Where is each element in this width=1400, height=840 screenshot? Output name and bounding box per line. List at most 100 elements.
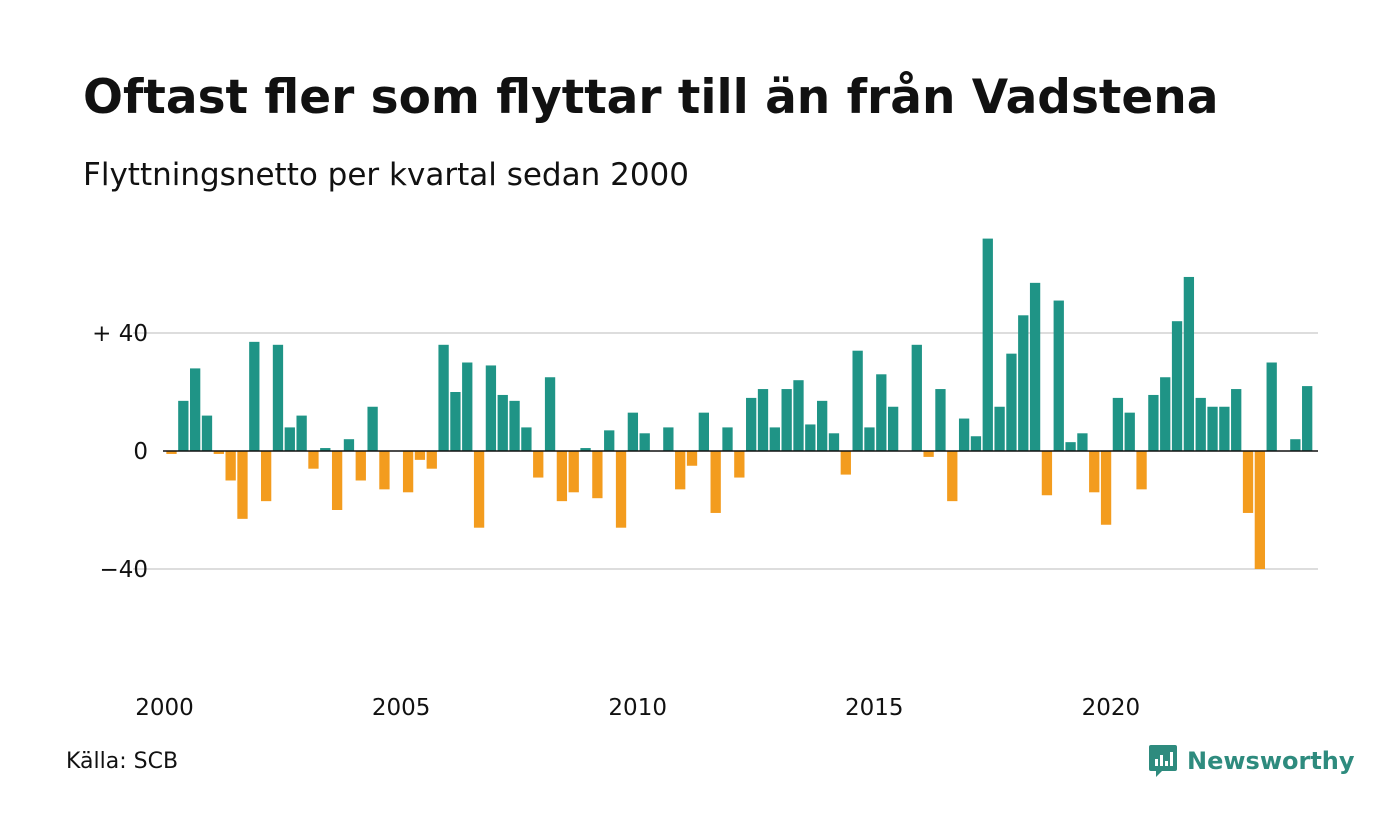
bar [379, 451, 390, 490]
bar [840, 451, 851, 475]
chart-title: Oftast fler som flyttar till än från Vad… [83, 70, 1219, 125]
bar [533, 451, 544, 478]
bar [1242, 451, 1254, 513]
bar [284, 427, 295, 451]
bar [1219, 406, 1230, 451]
bar [604, 430, 615, 451]
bar [1029, 282, 1041, 451]
x-tick-label: 2015 [845, 695, 904, 721]
bar [1231, 389, 1242, 451]
bar [994, 406, 1005, 451]
x-tick-label: 2020 [1082, 695, 1141, 721]
bar [1160, 377, 1171, 451]
bar [781, 389, 792, 451]
bar [1006, 353, 1017, 451]
x-axis-ticks: 2000 2005 2010 2015 2020 [135, 695, 1140, 721]
bar [473, 451, 485, 528]
bar [272, 344, 284, 451]
bar [237, 451, 248, 519]
bar [497, 394, 508, 451]
bar [438, 344, 449, 451]
bar [1112, 397, 1124, 451]
bar [426, 451, 437, 469]
bar [817, 400, 828, 451]
bar [544, 377, 556, 451]
bar [710, 451, 721, 513]
bar [970, 436, 982, 451]
bar [296, 415, 307, 451]
bar [686, 451, 698, 466]
brand-logo: Newsworthy [1148, 744, 1355, 778]
bar [639, 433, 650, 451]
bar [615, 451, 627, 528]
bar [1136, 451, 1147, 490]
bar [911, 344, 922, 451]
bar [923, 451, 934, 457]
x-tick-label: 2010 [608, 695, 667, 721]
bar [462, 362, 473, 451]
bar [1124, 412, 1135, 451]
bar [627, 412, 639, 451]
bar [1302, 386, 1313, 451]
bar [675, 451, 686, 490]
bar [201, 415, 213, 451]
bar [1207, 406, 1218, 451]
bar [521, 427, 532, 451]
bar [864, 427, 875, 451]
bar [166, 451, 177, 454]
bar [698, 412, 709, 451]
bar [1195, 397, 1206, 451]
bar [852, 350, 863, 451]
bar [213, 451, 224, 454]
bar [308, 451, 319, 469]
bar [982, 238, 993, 451]
bar [746, 397, 757, 451]
newsworthy-logo-icon [1149, 745, 1177, 777]
bar [1171, 321, 1183, 451]
bar [260, 451, 272, 502]
brand-name: Newsworthy [1187, 747, 1355, 775]
bar [935, 389, 946, 451]
bar [757, 389, 769, 451]
bar [876, 374, 887, 451]
y-tick-label: 0 [133, 439, 148, 465]
bar [958, 418, 970, 451]
bar [450, 392, 461, 451]
bar [1089, 451, 1100, 493]
bar [734, 451, 745, 478]
bar [320, 448, 331, 451]
y-tick-label: + 40 [92, 321, 148, 347]
bar [592, 451, 603, 499]
bar [568, 451, 579, 493]
bar [331, 451, 343, 510]
x-tick-label: 2000 [135, 695, 194, 721]
bar [947, 451, 958, 502]
bar [367, 406, 378, 451]
bar [1100, 451, 1112, 525]
bar [1148, 394, 1159, 451]
bar [1183, 276, 1195, 451]
bar [402, 451, 414, 493]
bar [828, 433, 840, 451]
gridlines [133, 332, 1318, 570]
bar [1290, 439, 1301, 451]
bar [887, 406, 899, 451]
bar [249, 341, 260, 451]
bar [225, 451, 236, 481]
bar [190, 368, 201, 451]
bar [509, 400, 520, 451]
bar [1053, 300, 1064, 451]
source-note: Källa: SCB [66, 749, 179, 774]
y-tick-label: −40 [99, 557, 148, 583]
bar [1041, 451, 1053, 496]
bar [178, 400, 189, 451]
bar [1065, 442, 1076, 451]
bar [556, 451, 568, 502]
x-tick-label: 2005 [372, 695, 431, 721]
bar [1077, 433, 1088, 451]
y-axis-ticks: + 40 0 −40 [92, 321, 148, 583]
bar [355, 451, 366, 481]
chart-subtitle: Flyttningsnetto per kvartal sedan 2000 [83, 157, 689, 193]
bar [1254, 451, 1266, 569]
bar [722, 427, 733, 451]
